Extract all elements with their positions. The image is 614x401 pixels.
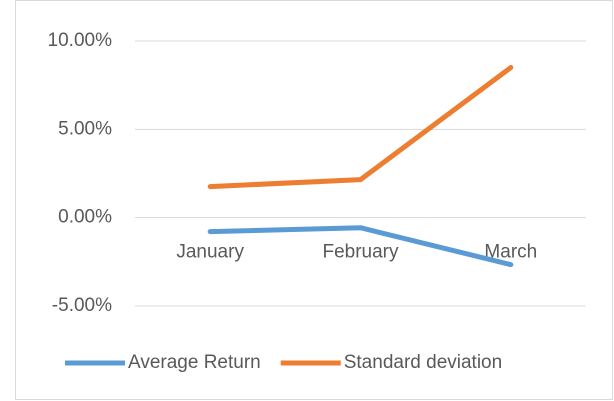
legend-label: Standard deviation	[344, 352, 502, 373]
y-tick-label: -5.00%	[52, 295, 112, 316]
x-tick-label: January	[176, 242, 244, 263]
y-tick-label: 10.00%	[48, 30, 113, 51]
legend-label: Average Return	[128, 352, 261, 373]
chart-border	[15, 0, 613, 400]
y-tick-label: 0.00%	[58, 207, 112, 228]
x-tick-label: March	[484, 242, 537, 263]
series-line	[207, 65, 514, 190]
x-tick-label: February	[322, 242, 399, 263]
series-line	[207, 225, 514, 268]
y-tick-label: 5.00%	[58, 118, 112, 139]
